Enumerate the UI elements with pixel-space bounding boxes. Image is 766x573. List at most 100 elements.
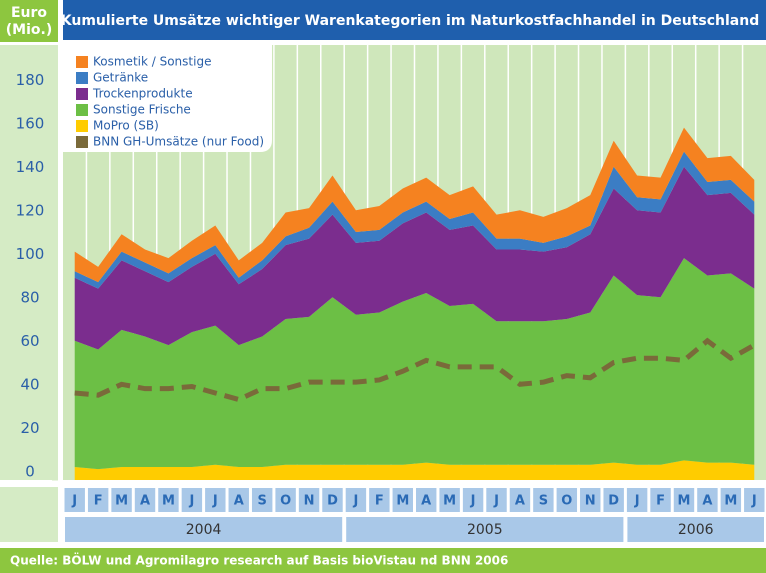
axis-panel — [0, 487, 58, 542]
area — [74, 166, 755, 350]
x-tick-label: N — [585, 494, 596, 509]
x-tick-label: D — [327, 494, 338, 509]
month-box — [603, 488, 624, 512]
x-tick-label: M — [396, 494, 409, 509]
y-tick-label: 20 — [20, 419, 39, 437]
y-tick-label: 100 — [16, 245, 45, 263]
y-tick-label: 160 — [16, 115, 45, 133]
legend-swatch — [76, 136, 88, 148]
axis-panel — [0, 45, 58, 480]
x-tick-label: J — [71, 494, 77, 509]
area — [74, 258, 755, 470]
line — [74, 337, 756, 403]
month-box — [298, 488, 320, 512]
y-axis-label: (Mio.) — [6, 22, 52, 38]
month-box — [720, 488, 742, 512]
month-box — [158, 488, 179, 512]
area — [74, 127, 755, 283]
legend-box — [63, 45, 272, 152]
month-box — [744, 488, 765, 512]
x-tick-label: A — [140, 494, 150, 509]
month-box — [580, 488, 601, 512]
month-box — [111, 488, 132, 512]
month-box — [275, 488, 296, 512]
month-box — [626, 488, 648, 512]
area — [74, 151, 755, 289]
x-tick-label: J — [188, 494, 194, 509]
month-box — [134, 488, 156, 512]
month-box — [673, 488, 695, 512]
x-tick-label: D — [608, 494, 619, 509]
x-tick-label: A — [421, 494, 431, 509]
x-tick-label: M — [115, 494, 128, 509]
x-tick-label: A — [234, 494, 244, 509]
x-tick-label: M — [162, 494, 175, 509]
y-label-box — [0, 0, 58, 42]
x-tick-label: J — [493, 494, 499, 509]
legend-swatch — [76, 104, 88, 116]
legend-swatch — [76, 72, 88, 84]
x-tick-label: J — [751, 494, 757, 509]
year-label: 2006 — [678, 522, 714, 538]
x-tick-label: J — [470, 494, 476, 509]
month-box — [533, 488, 554, 512]
x-tick-label: M — [678, 494, 691, 509]
x-tick-label: F — [94, 494, 103, 509]
x-tick-label: N — [304, 494, 315, 509]
legend-label: BNN GH-Umsätze (nur Food) — [93, 135, 264, 149]
y-tick-label: 0 — [25, 463, 35, 481]
legend-swatch — [76, 120, 88, 132]
year-box — [65, 517, 343, 542]
x-tick-label: S — [257, 494, 266, 509]
y-axis-label: Euro — [11, 5, 47, 21]
x-tick-label: M — [724, 494, 737, 509]
year-box — [346, 517, 624, 542]
month-box — [697, 488, 718, 512]
y-tick-label: 80 — [20, 289, 39, 307]
x-tick-label: F — [375, 494, 384, 509]
month-box — [322, 488, 343, 512]
month-box — [556, 488, 578, 512]
legend-label: MoPro (SB) — [93, 119, 159, 133]
x-tick-label: A — [515, 494, 525, 509]
x-tick-label: J — [634, 494, 640, 509]
month-box — [369, 488, 390, 512]
title-bar — [63, 0, 766, 40]
x-tick-label: O — [561, 494, 572, 509]
y-tick-label: 40 — [20, 376, 39, 394]
legend-label: Trockenprodukte — [92, 87, 193, 101]
x-tick-label: J — [212, 494, 218, 509]
month-box — [439, 488, 460, 512]
month-box — [345, 488, 367, 512]
y-tick-label: 120 — [16, 202, 45, 220]
x-tick-label: O — [280, 494, 291, 509]
x-tick-label: F — [656, 494, 665, 509]
x-tick-label: S — [539, 494, 548, 509]
month-box — [228, 488, 249, 512]
month-box — [181, 488, 203, 512]
area — [74, 460, 755, 480]
month-box — [87, 488, 109, 512]
legend-label: Getränke — [93, 71, 148, 85]
x-tick-label: M — [443, 494, 456, 509]
y-tick-label: 140 — [16, 158, 45, 176]
year-label: 2004 — [186, 522, 222, 538]
y-tick-label: 60 — [20, 332, 39, 350]
legend-label: Sonstige Frische — [93, 103, 191, 117]
source-note: Quelle: BÖLW und Agromilagro research au… — [10, 553, 508, 568]
x-tick-label: J — [352, 494, 358, 509]
legend-swatch — [76, 56, 88, 68]
footer-bar — [0, 548, 766, 573]
month-box — [650, 488, 671, 512]
chart-title: Kumulierte Umsätze wichtiger Warenkatego… — [61, 13, 759, 29]
month-box — [392, 488, 413, 512]
month-box — [509, 488, 531, 512]
legend-swatch — [76, 88, 88, 100]
month-box — [486, 488, 507, 512]
legend-label: Kosmetik / Sonstige — [93, 55, 211, 69]
month-box — [416, 488, 437, 512]
month-box — [205, 488, 226, 512]
y-tick-label: 180 — [16, 71, 45, 89]
month-box — [251, 488, 273, 512]
